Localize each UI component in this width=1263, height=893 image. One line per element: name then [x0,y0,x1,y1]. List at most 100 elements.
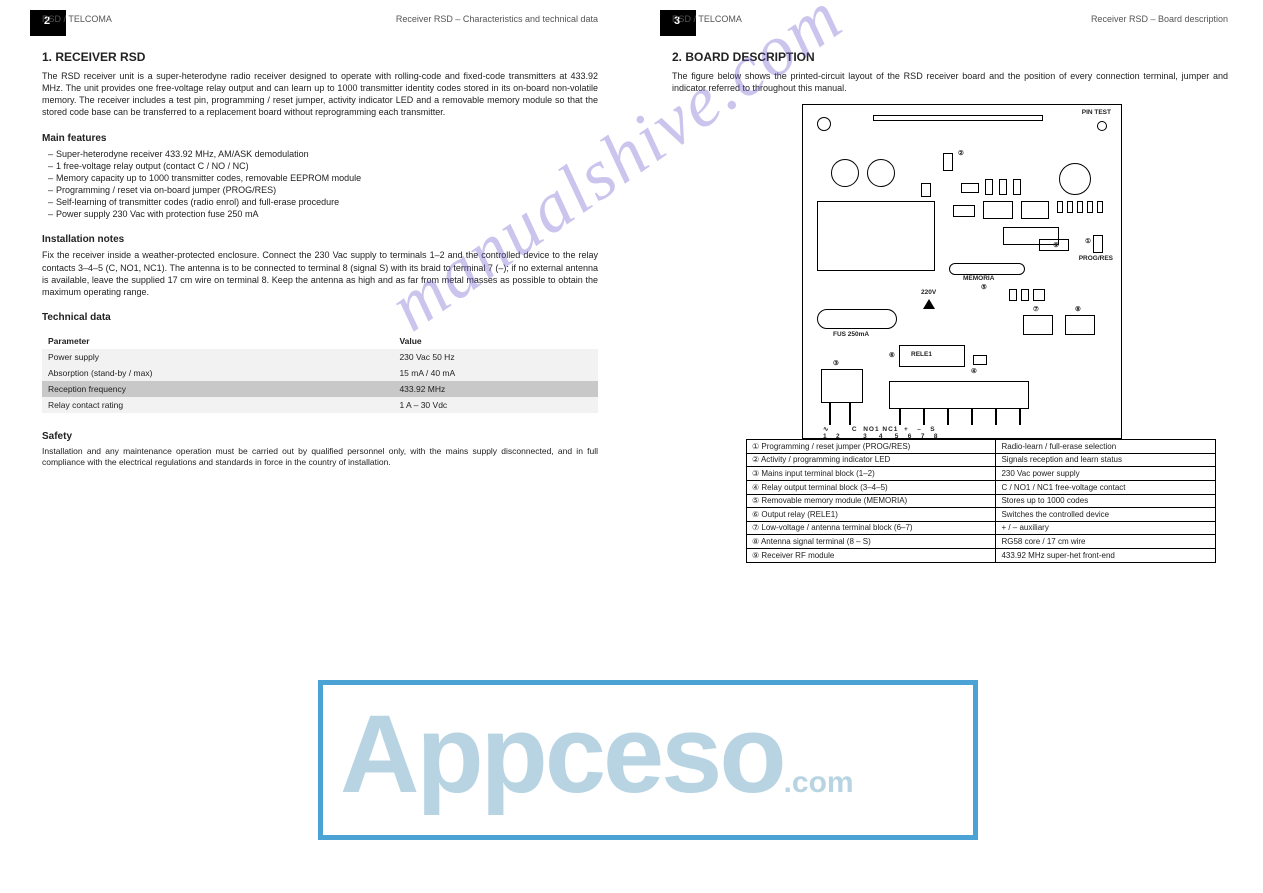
feature-item: Self-learning of transmitter codes (radi… [48,196,598,208]
terminal-block-mains [821,369,863,403]
safety-text: Installation and any maintenance operati… [42,446,598,469]
smd-part [1057,201,1063,213]
marker-7: ⑦ [1033,305,1039,313]
terminal-pin [947,409,949,425]
marker-8: ⑧ [1075,305,1081,313]
terminal-block-aux [1023,315,1053,335]
prog-res-jumper [1093,235,1103,253]
pcb-diagram: PIN TEST ② ⑨ ① PROG/RES [802,104,1122,439]
terminal-block-antenna [1065,315,1095,335]
smd-part [1033,289,1045,301]
feature-item: Power supply 230 Vac with protection fus… [48,208,598,220]
smd-part [921,183,931,197]
feature-item: Super-heterodyne receiver 433.92 MHz, AM… [48,148,598,160]
terminal-pin [971,409,973,425]
legend-cell: Signals reception and learn status [996,453,1216,467]
label-pin-test: PIN TEST [1082,109,1111,116]
terminal-pin [995,409,997,425]
terminal-numbers: 1 2 3 4 5 6 7 8 [823,433,1103,440]
doc-title-left: Receiver RSD – Characteristics and techn… [396,14,598,24]
transformer-block [817,201,935,271]
legend-cell: 230 Vac power supply [996,467,1216,481]
terminal-pin [899,409,901,425]
marker-1: ① [1085,237,1091,245]
led-indicator [943,153,953,171]
features-list: Super-heterodyne receiver 433.92 MHz, AM… [48,148,598,221]
features-heading: Main features [42,133,598,144]
capacitor [1059,163,1091,195]
install-text: Fix the receiver inside a weather-protec… [42,249,598,298]
feature-item: Programming / reset via on-board jumper … [48,184,598,196]
section-title-receiver: 1. RECEIVER RSD [42,50,598,64]
doc-title-right: Receiver RSD – Board description [1091,14,1228,24]
legend-cell: ④ Relay output terminal block (3–4–5) [747,481,996,495]
smd-part [1067,201,1073,213]
memory-slot [949,263,1025,275]
spec-cell: 433.92 MHz [393,381,598,397]
feature-item: Memory capacity up to 1000 transmitter c… [48,172,598,184]
header-left: RSD / TELCOMA Receiver RSD – Characteris… [42,14,598,24]
product-line: RSD / TELCOMA [672,14,742,24]
spec-cell: 230 Vac 50 Hz [393,349,598,365]
mounting-hole [817,117,831,131]
smd-part [1021,201,1049,219]
feature-item: 1 free-voltage relay output (contact C /… [48,160,598,172]
intro-text: The RSD receiver unit is a super-heterod… [42,70,598,119]
board-intro: The figure below shows the printed-circu… [672,70,1228,94]
legend-cell: RG58 core / 17 cm wire [996,535,1216,549]
legend-cell: ⑨ Receiver RF module [747,549,996,563]
marker-9: ⑨ [1053,241,1059,249]
legend-cell: ⑥ Output relay (RELE1) [747,508,996,522]
section-title-board: 2. BOARD DESCRIPTION [672,50,1228,64]
relay [899,345,965,367]
legend-cell: + / – auxiliary [996,521,1216,535]
terminal-letters: ∿ C NO1 NC1 + – S [823,425,1103,433]
legend-cell: Switches the controlled device [996,508,1216,522]
legend-cell: C / NO1 / NC1 free-voltage contact [996,481,1216,495]
label-fuse: FUS 250mA [833,331,869,338]
board-legend-table: ① Programming / reset jumper (PROG/RES)R… [746,439,1216,562]
smd-part [999,179,1007,195]
page-right: RSD / TELCOMA Receiver RSD – Board descr… [650,0,1250,880]
marker-4: ④ [971,367,977,375]
smd-part [1009,289,1017,301]
spec-cell: Relay contact rating [42,397,393,413]
smd-part [985,179,993,195]
marker-3: ③ [833,359,839,367]
spec-cell: Absorption (stand-by / max) [42,365,393,381]
smd-part [961,183,979,193]
spec-cell: Power supply [42,349,393,365]
legend-cell: ② Activity / programming indicator LED [747,453,996,467]
terminal-pin [849,403,851,425]
label-220v: 220V [921,289,936,296]
terminal-pin [923,409,925,425]
spec-table: Parameter Value Power supply 230 Vac 50 … [42,333,598,413]
smd-part [953,205,975,217]
fuse [817,309,897,329]
marker-5: ⑤ [981,283,987,291]
smd-part [1097,201,1103,213]
spec-cell: 1 A – 30 Vdc [393,397,598,413]
product-line: RSD / TELCOMA [42,14,112,24]
mounting-hole [1097,121,1107,131]
legend-cell: ⑦ Low-voltage / antenna terminal block (… [747,521,996,535]
spec-heading: Technical data [42,312,598,323]
terminal-block-output [889,381,1029,409]
marker-6: ⑥ [889,351,895,359]
legend-cell: ① Programming / reset jumper (PROG/RES) [747,440,996,454]
spec-cell: Reception frequency [42,381,393,397]
legend-cell: Radio-learn / full-erase selection [996,440,1216,454]
capacitor [831,159,859,187]
terminal-pin [829,403,831,425]
legend-cell: ⑧ Antenna signal terminal (8 – S) [747,535,996,549]
legend-cell: Stores up to 1000 codes [996,494,1216,508]
smd-part [1087,201,1093,213]
legend-cell: ③ Mains input terminal block (1–2) [747,467,996,481]
legend-cell: 433.92 MHz super-het front-end [996,549,1216,563]
install-heading: Installation notes [42,234,598,245]
smd-part [1077,201,1083,213]
smd-part [983,201,1013,219]
rf-module-slot [873,115,1043,121]
label-memoria: MEMORIA [963,275,994,282]
capacitor [867,159,895,187]
